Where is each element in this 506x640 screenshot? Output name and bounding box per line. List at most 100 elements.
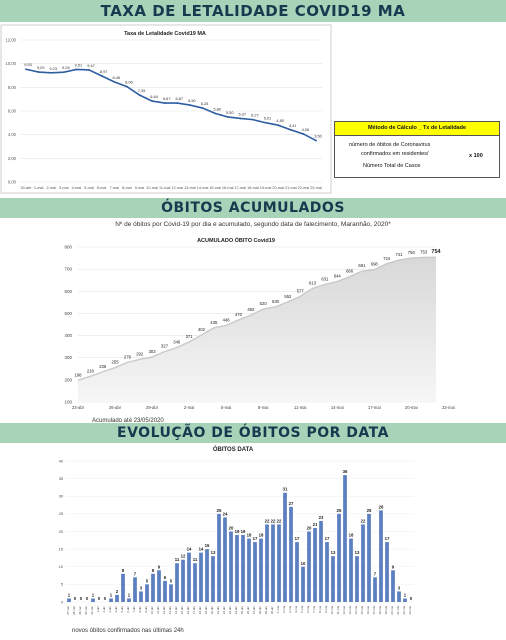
data-label: 22 — [265, 518, 270, 523]
bar — [289, 506, 293, 602]
x-tick-label: 15-abr — [180, 606, 184, 614]
data-label: 724 — [383, 256, 391, 261]
bar — [385, 542, 389, 602]
data-label: 750 — [408, 250, 416, 255]
x-tick-label: 5-mai — [300, 606, 304, 613]
bar — [145, 584, 149, 602]
data-point — [100, 74, 103, 77]
data-label: 6,50 — [188, 98, 196, 103]
data-point — [214, 112, 217, 115]
data-label: 13 — [331, 550, 336, 555]
data-label: 36 — [343, 469, 348, 474]
data-label: 552 — [284, 294, 292, 299]
x-tick-label: 1-abr — [96, 606, 100, 613]
data-point — [201, 107, 204, 109]
bar — [205, 549, 209, 602]
data-label: 753 — [420, 249, 428, 254]
data-label: 5,37 — [239, 111, 247, 116]
series-line — [77, 256, 437, 381]
bar — [235, 535, 239, 602]
data-label: 6 — [164, 575, 167, 580]
accumulated-subtitle: Nº de óbitos por Covid-19 por dia e acum… — [115, 221, 391, 228]
bar — [307, 531, 311, 602]
x-tick-label: 20-abr — [210, 606, 214, 614]
data-label: 9 — [158, 564, 161, 569]
bar — [193, 563, 197, 602]
bar — [355, 556, 359, 602]
data-label: 9,23 — [49, 66, 57, 71]
x-tick-label: 5-mai — [221, 405, 232, 410]
x-tick-label: 30-abr — [21, 186, 33, 190]
data-point — [75, 68, 78, 71]
bar — [343, 475, 347, 602]
bar — [325, 542, 329, 602]
bar — [127, 598, 131, 602]
y-tick-label: 800 — [64, 245, 72, 250]
bar — [109, 598, 113, 602]
bar — [229, 531, 233, 602]
x-tick-label: 10-mai — [146, 186, 158, 190]
x-tick-label: 19-mai — [384, 606, 388, 615]
x-tick-label: 16-mai — [222, 186, 234, 190]
data-label: 346 — [173, 340, 181, 345]
x-tick-label: 14-mai — [331, 405, 344, 410]
data-point — [226, 116, 229, 118]
y-tick-label: 30 — [59, 495, 63, 499]
x-tick-label: 11-mai — [159, 186, 170, 190]
bar — [211, 556, 215, 602]
y-tick-label: 25 — [59, 512, 63, 516]
data-label: 7 — [374, 571, 377, 576]
data-point — [125, 85, 128, 88]
x-tick-label: 10-abr — [150, 606, 154, 614]
data-label: 0 — [410, 596, 413, 601]
bar — [301, 566, 305, 602]
data-label: 5,01 — [264, 116, 272, 121]
x-tick-label: 12-mai — [342, 606, 346, 615]
data-label: 0 — [98, 596, 101, 601]
x-tick-label: 15-mai — [360, 606, 364, 615]
section-title-accumulated: ÓBITOS ACUMULADOS — [0, 198, 506, 218]
method-box: Método de Cálculo _ Tx de Letalidade núm… — [334, 121, 500, 178]
bar — [283, 492, 287, 602]
data-point — [264, 121, 267, 124]
data-label: 9,47 — [87, 63, 95, 68]
data-label: 12 — [181, 554, 186, 559]
data-label: 9,53 — [24, 62, 32, 67]
bar — [223, 517, 227, 602]
data-label: 0 — [80, 596, 83, 601]
x-tick-label: 18-abr — [198, 606, 202, 614]
data-label: 666 — [346, 269, 354, 274]
x-tick-label: 14-abr — [174, 606, 178, 614]
x-tick-label: 14-mai — [354, 606, 358, 615]
data-label: 198 — [75, 372, 83, 377]
bar — [271, 524, 275, 602]
data-label: 236 — [99, 364, 107, 369]
data-label: 5 — [146, 578, 149, 583]
data-point — [315, 139, 317, 142]
bar — [169, 584, 173, 602]
x-tick-label: 31-mar — [90, 606, 94, 615]
data-point — [176, 102, 179, 104]
data-point — [239, 117, 242, 120]
bar — [319, 520, 323, 602]
y-tick-label: 15 — [59, 547, 63, 551]
x-tick-label: 22-mai — [402, 606, 406, 615]
x-tick-label: 6-mai — [306, 606, 310, 613]
data-label: 691 — [358, 263, 366, 268]
data-label: 5 — [170, 578, 173, 583]
x-tick-label: 16-mai — [366, 606, 370, 615]
x-tick-label: 11-mai — [294, 405, 307, 410]
x-tick-label: 20-mai — [272, 186, 284, 190]
x-tick-label: 21-mai — [285, 186, 297, 190]
chart-title: Taxa de Letalidade Covid19 MA — [124, 31, 206, 37]
data-label: 22 — [277, 518, 282, 523]
method-box-header: Método de Cálculo _ Tx de Letalidade — [335, 122, 499, 136]
data-label: 17 — [253, 536, 258, 541]
y-tick-label: 10 — [59, 565, 63, 569]
x-tick-label: 8-mai — [318, 606, 322, 613]
y-tick-label: 300 — [64, 355, 72, 360]
data-point — [289, 128, 292, 131]
bar — [133, 577, 137, 602]
x-tick-label: 27-mar — [66, 606, 70, 615]
data-label: 22 — [361, 518, 366, 523]
